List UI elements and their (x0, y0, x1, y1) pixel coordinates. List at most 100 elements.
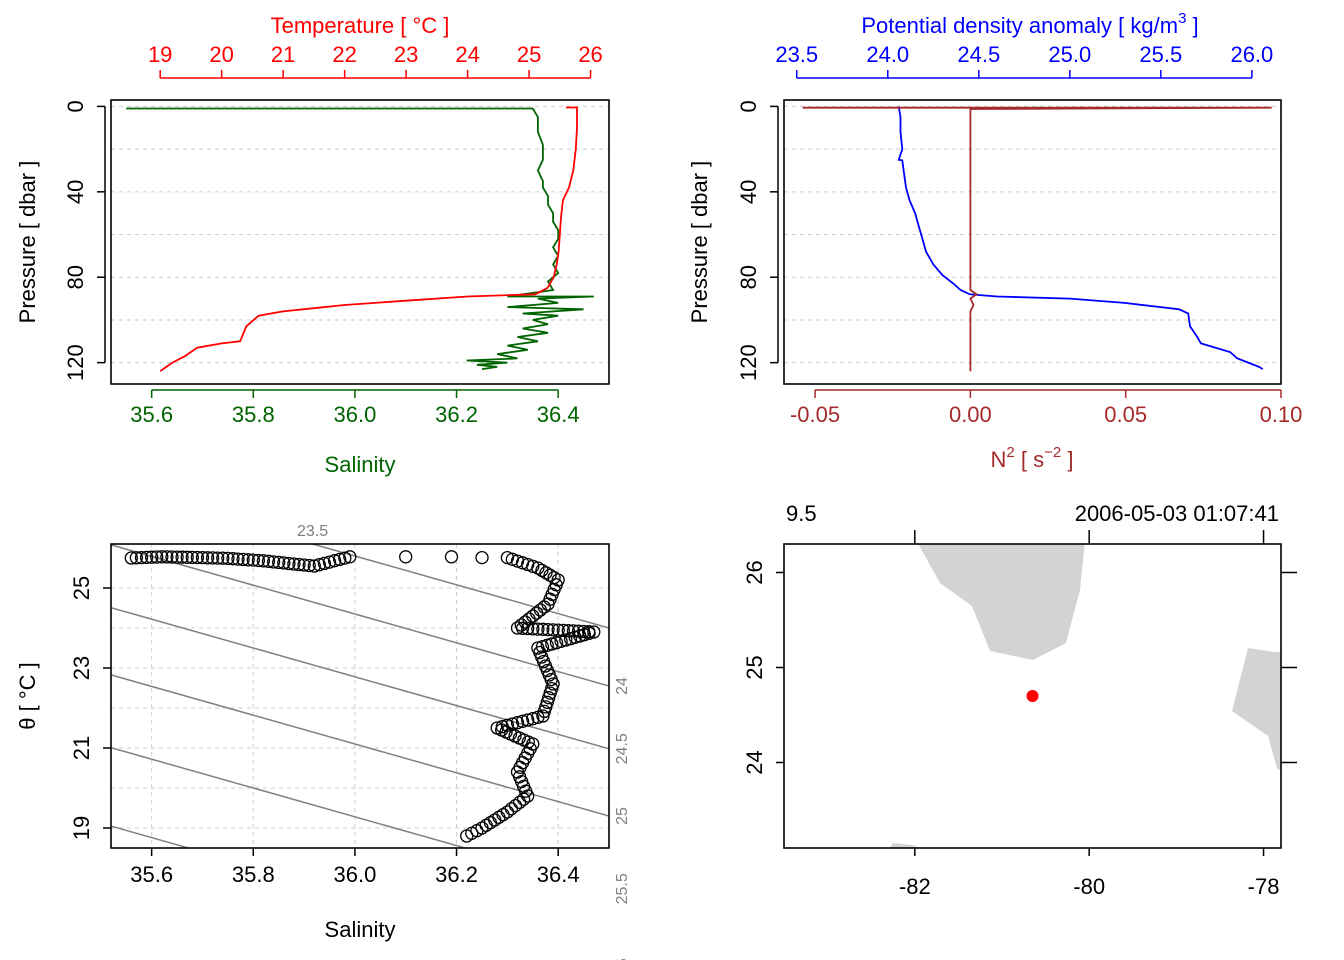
isopycnal-label: 25 (614, 807, 631, 825)
ts-point (338, 551, 352, 565)
land-bahamas (1232, 648, 1281, 772)
ts-point (512, 795, 527, 810)
n2-axis-tick-label: 0.00 (949, 402, 992, 427)
pressure-axis-tick-label: 40 (63, 180, 88, 204)
n2-title-n: N (991, 447, 1007, 472)
isopycnal-label: 25.5 (614, 873, 631, 904)
density-axis-tick-label: 26.0 (1230, 42, 1273, 67)
series-density-line (897, 106, 1264, 370)
pressure-axis-title: Pressure [ dbar ] (687, 161, 712, 324)
ts-point (195, 550, 210, 565)
theta-axis-tick-label: 19 (69, 816, 94, 840)
lat-axis-tick-label: 24 (742, 750, 767, 774)
ts-point (200, 551, 215, 565)
salinity-axis-title: Salinity (325, 917, 396, 942)
ts-point (526, 559, 540, 573)
ts-point (492, 810, 506, 824)
lat-axis-tick-label: 26 (742, 560, 767, 584)
panel-station-map: -82 -80 -78 24 25 26 9.5 2006-05-03 01:07:41 (742, 501, 1297, 899)
salinity-axis-tick-label: 35.6 (130, 402, 173, 427)
ts-point (531, 710, 545, 724)
isopycnal-label: 24 (614, 677, 631, 695)
ts-point (190, 550, 205, 565)
ts-point (483, 816, 498, 830)
ts-point (297, 558, 311, 572)
n2-axis-tick-label: 0.05 (1104, 402, 1147, 427)
theta-axis-title: θ [ °C ] (15, 662, 40, 729)
ts-point (221, 551, 235, 566)
ts-point (175, 550, 189, 564)
ts-point (150, 550, 164, 564)
land-group (889, 544, 1281, 848)
panel-temperature-salinity: 35.6 35.8 36.0 36.2 36.4 19 20 21 22 23 24 25 26 0 40 8… (15, 13, 610, 477)
n2-axis-tick-label: -0.05 (790, 402, 840, 427)
salinity-axis-title: Salinity (325, 452, 396, 477)
ts-point (282, 556, 296, 571)
temperature-axis-tick-label: 23 (394, 42, 418, 67)
density-axis-title-main: Potential density anomaly [ kg/m (861, 13, 1178, 38)
temperature-axis-tick-label: 22 (332, 42, 356, 67)
density-axis-tick-label: 25.0 (1048, 42, 1091, 67)
pressure-axis-title: Pressure [ dbar ] (15, 161, 40, 324)
ts-point (515, 714, 530, 728)
ts-point (529, 606, 544, 620)
ts-point (312, 558, 326, 572)
ts-point (541, 597, 555, 611)
ts-point (541, 622, 555, 637)
theta-axis-tick-label: 21 (69, 736, 94, 760)
plot-frame (110, 99, 610, 385)
ts-point (317, 556, 332, 571)
density-axis-tick-label: 25.5 (1139, 42, 1182, 67)
temperature-axis-tick-label: 21 (271, 42, 295, 67)
series-group (126, 106, 594, 372)
ts-point (266, 555, 281, 569)
density-axis-tick-label: 24.5 (957, 42, 1000, 67)
isopycnal-label: 26 (614, 958, 631, 960)
ts-point (251, 553, 266, 568)
n2-title-sup: 2 (1006, 444, 1014, 461)
n2-axis-title: N2 [ s−2 ] (991, 444, 1074, 472)
plot-frame (110, 543, 610, 849)
ts-point (343, 550, 357, 564)
theta-axis-tick-label: 25 (69, 576, 94, 600)
ts-point (129, 551, 144, 565)
lon-axis-tick-label: -80 (1073, 874, 1105, 899)
ts-point (185, 550, 199, 565)
ts-point (165, 550, 179, 564)
ts-point (216, 551, 230, 565)
ts-point (236, 552, 250, 567)
salinity-axis-tick-label: 36.2 (435, 402, 478, 427)
isopycnal-label: 23.5 (297, 523, 328, 540)
land-florida (918, 544, 1085, 660)
ts-point (170, 550, 184, 564)
series-n2-line (802, 106, 1272, 372)
ts-point (241, 553, 255, 567)
ts-point (444, 550, 459, 564)
ts-point (508, 798, 523, 813)
temperature-axis-title: Temperature [ °C ] (271, 13, 450, 38)
ts-point (231, 552, 245, 566)
salinity-axis-tick-label: 36.4 (537, 862, 580, 887)
ts-point (155, 550, 169, 564)
n2-title-mid: [ s (1015, 447, 1044, 472)
ts-point (521, 789, 535, 803)
salinity-axis-tick-label: 36.4 (537, 402, 580, 427)
ts-point (333, 552, 347, 567)
grid (784, 105, 1281, 364)
ts-point (134, 550, 149, 565)
ts-point (160, 550, 174, 564)
ts-point (211, 551, 225, 565)
salinity-axis-tick-label: 36.0 (334, 862, 377, 887)
isopycnal-line (111, 746, 468, 848)
ts-point (531, 622, 545, 636)
ts-point (322, 555, 337, 569)
isopycnal-label: 24.5 (614, 733, 631, 764)
ts-point (475, 550, 489, 565)
ts-point (516, 792, 531, 806)
ts-point (277, 556, 291, 570)
ts-point (521, 621, 535, 636)
ts-point (287, 557, 301, 571)
lat-axis-tick-label: 25 (742, 655, 767, 679)
density-axis-title: Potential density anomaly [ kg/m3 ] (861, 10, 1198, 38)
